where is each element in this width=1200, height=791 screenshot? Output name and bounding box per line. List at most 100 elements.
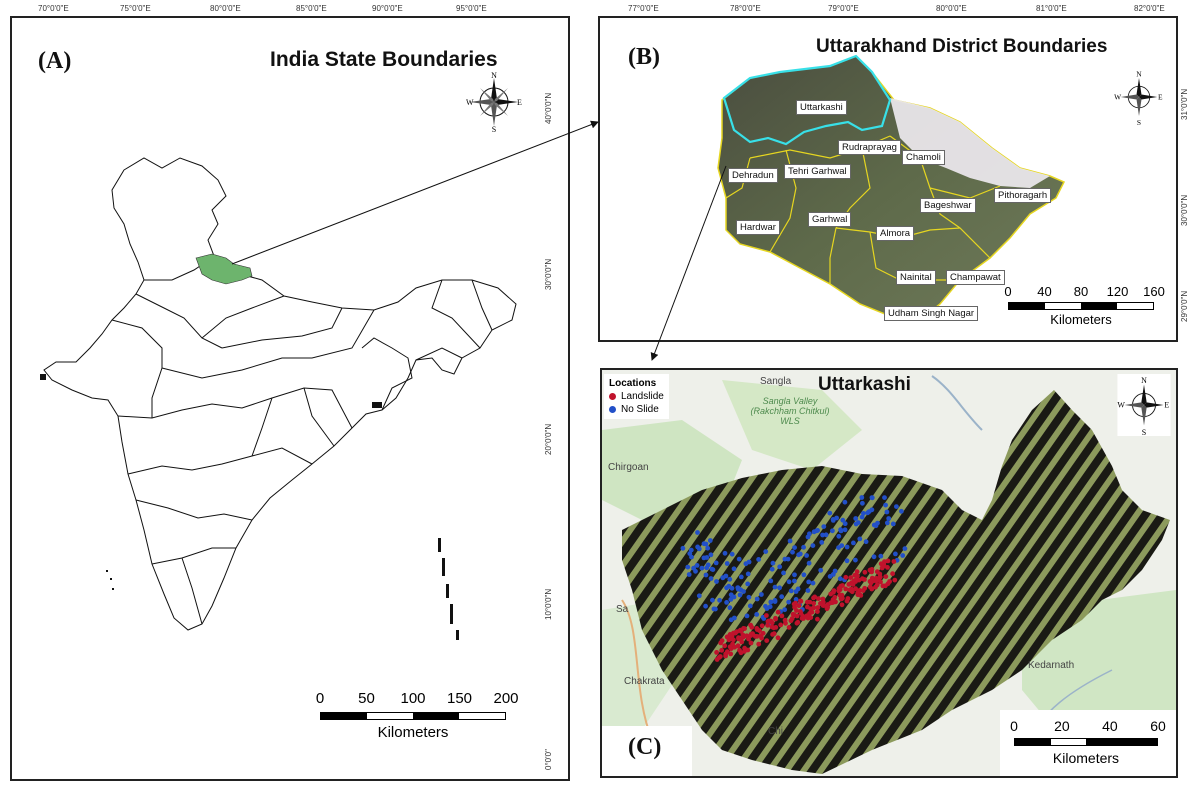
compass-rose-icon: N S W E: [1114, 69, 1163, 126]
sample-point: [713, 606, 718, 612]
sample-point: [724, 561, 730, 566]
sample-point: [747, 603, 753, 609]
district-label-almora: Almora: [876, 226, 915, 241]
sample-point: [746, 636, 751, 642]
sample-point: [792, 572, 797, 578]
sample-point: [860, 500, 865, 506]
compass-b-s: S: [1137, 118, 1141, 126]
sample-point: [815, 605, 821, 610]
sample-point: [716, 655, 722, 660]
sample-point: [779, 613, 785, 619]
sample-point: [754, 627, 760, 632]
legend-title: Locations: [609, 378, 657, 389]
sample-point: [830, 528, 835, 534]
sample-point: [788, 588, 794, 594]
a-lon-tick-2: 80°0'0"E: [210, 4, 241, 13]
sample-point: [871, 554, 877, 560]
scale-b-0: 0: [1004, 284, 1012, 299]
sample-point: [836, 533, 842, 539]
sample-point: [844, 558, 850, 564]
scale-a-2: 100: [400, 690, 426, 707]
sample-point: [746, 594, 752, 600]
legend-item-no-slide: No Slide: [609, 403, 664, 416]
sample-point: [877, 571, 883, 577]
place-chirgoan: Chirgoan: [608, 462, 649, 473]
b-lat-tick-2: 29°0'0"N: [1180, 290, 1189, 322]
sample-point: [885, 558, 891, 564]
b-lon-tick-4: 81°0'0"E: [1036, 4, 1067, 13]
map-legend: Locations Landslide No Slide: [604, 374, 669, 419]
sample-point: [860, 576, 865, 582]
sample-point: [862, 569, 868, 575]
sample-point: [891, 559, 897, 564]
sample-point: [738, 574, 744, 580]
sample-point: [703, 603, 708, 609]
panel-b-uttarakhand-map: (B) Uttarakhand District Boundaries: [598, 16, 1178, 342]
sample-point: [709, 566, 715, 572]
scale-a-1: 50: [358, 690, 375, 707]
sample-point: [723, 651, 729, 657]
legend-item-landslide: Landslide: [609, 390, 664, 403]
sample-point: [830, 517, 836, 522]
sample-point: [883, 502, 888, 508]
sample-point: [805, 599, 810, 605]
sample-point: [869, 575, 875, 581]
sample-point: [724, 634, 730, 640]
a-lon-tick-3: 85°0'0"E: [296, 4, 327, 13]
sample-point: [732, 615, 737, 621]
sample-point: [849, 589, 855, 595]
sample-point: [882, 495, 887, 500]
sample-point: [728, 636, 734, 641]
sample-point: [748, 640, 754, 646]
sample-point: [759, 592, 764, 597]
a-lon-tick-1: 75°0'0"E: [120, 4, 151, 13]
sample-point: [816, 596, 821, 601]
sample-point: [789, 616, 795, 621]
sample-point: [765, 622, 770, 628]
sample-point: [828, 591, 834, 597]
a-lat-tick-2: 20°0'0"N: [544, 423, 553, 455]
sample-point: [786, 579, 792, 585]
district-label-nainital: Nainital: [896, 270, 936, 285]
sample-point: [893, 551, 898, 557]
sample-point: [819, 540, 825, 545]
compass-rose-icon: N S W E: [1117, 374, 1171, 436]
sample-point: [731, 566, 737, 572]
a-lon-tick-0: 70°0'0"E: [38, 4, 69, 13]
sample-point: [708, 552, 714, 558]
sample-point: [768, 599, 774, 605]
sample-point: [883, 583, 888, 589]
sample-point: [736, 556, 742, 562]
place-sangla: Sangla: [760, 376, 792, 387]
sample-point: [727, 576, 733, 582]
sample-point: [805, 615, 811, 621]
letter-c-background: [602, 726, 692, 776]
sample-point: [843, 586, 849, 592]
sample-point: [742, 626, 747, 631]
sample-point: [688, 547, 694, 553]
sample-point: [866, 509, 872, 514]
sample-point: [792, 545, 797, 550]
sample-point: [726, 583, 732, 589]
sample-point: [770, 560, 776, 566]
sample-point: [749, 624, 755, 630]
sample-point: [786, 625, 792, 630]
sample-point: [804, 553, 809, 558]
sample-point: [850, 582, 856, 587]
sample-point: [805, 588, 811, 593]
sample-point: [705, 562, 711, 568]
sample-point: [704, 555, 710, 560]
sample-point: [811, 601, 817, 606]
place-sangla-valley-wls: Sangla Valley (Rakchham Chitkul) WLS: [750, 396, 830, 426]
sample-point: [737, 627, 743, 633]
sample-point: [742, 645, 747, 651]
panel-a-scale-bar: 0 50 100 150 200 Kilometers: [316, 690, 519, 741]
sample-point: [884, 509, 890, 515]
sample-point: [878, 579, 883, 585]
sample-point: [771, 625, 777, 631]
sample-point: [775, 635, 781, 641]
sample-point: [695, 544, 700, 550]
sample-point: [713, 560, 719, 566]
sample-point: [851, 540, 856, 546]
sample-point: [881, 562, 887, 567]
